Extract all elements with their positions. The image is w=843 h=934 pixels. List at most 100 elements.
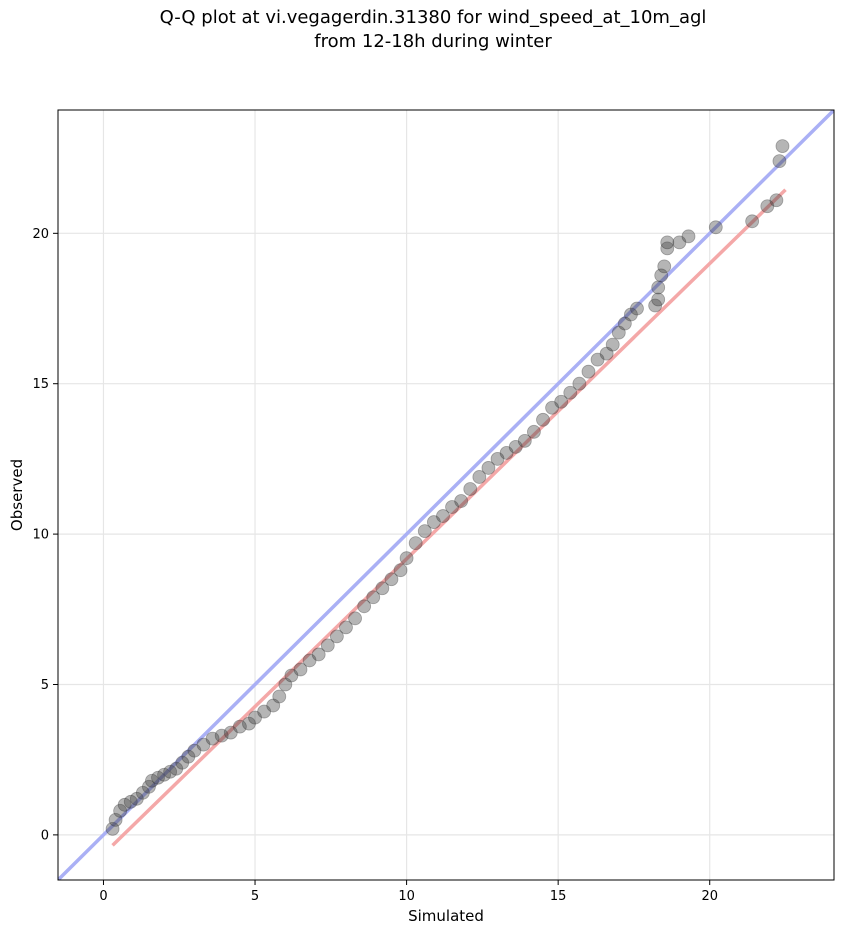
quantile-points bbox=[105, 139, 790, 836]
quantile-point bbox=[605, 337, 620, 352]
quantile-point bbox=[657, 259, 672, 274]
quantile-point bbox=[196, 737, 211, 752]
quantile-point bbox=[278, 677, 293, 692]
quantile-point bbox=[384, 572, 399, 587]
x-tick-label: 0 bbox=[99, 889, 107, 904]
quantile-point bbox=[660, 235, 675, 250]
quantile-point bbox=[654, 268, 669, 283]
quantile-point bbox=[232, 719, 247, 734]
y-axis-label: Observed bbox=[8, 459, 26, 531]
quantile-point bbox=[772, 154, 787, 169]
quantile-point bbox=[499, 445, 514, 460]
quantile-point bbox=[311, 647, 326, 662]
grid-lines bbox=[58, 110, 834, 880]
quantile-point bbox=[399, 551, 414, 566]
chart-title-line-1: Q-Q plot at vi.vegagerdin.31380 for wind… bbox=[159, 7, 707, 28]
y-axis-ticks: 0 5 10 15 20 bbox=[32, 227, 58, 843]
quantile-point bbox=[672, 235, 687, 250]
quantile-point bbox=[648, 298, 663, 313]
x-axis-label: Simulated bbox=[408, 907, 484, 925]
quantile-point bbox=[329, 629, 344, 644]
quantile-point bbox=[205, 731, 220, 746]
quantile-point bbox=[142, 779, 156, 794]
quantile-point bbox=[760, 199, 775, 214]
quantile-point bbox=[375, 581, 390, 596]
quantile-point bbox=[163, 764, 178, 779]
quantile-point bbox=[624, 307, 638, 322]
quantile-point bbox=[630, 301, 644, 316]
quantile-point bbox=[426, 515, 441, 529]
quantile-point bbox=[436, 509, 450, 523]
quantile-point bbox=[745, 214, 760, 229]
quantile-point bbox=[611, 325, 626, 340]
quantile-point bbox=[445, 500, 459, 514]
quantile-point bbox=[454, 494, 469, 508]
y-tick-label: 10 bbox=[32, 528, 49, 543]
quantile-point bbox=[272, 689, 287, 704]
quantile-point bbox=[302, 653, 317, 668]
quantile-point bbox=[181, 749, 196, 764]
quantile-point bbox=[651, 280, 666, 295]
quantile-point bbox=[293, 662, 308, 677]
quantile-point bbox=[527, 424, 541, 439]
quantile-point bbox=[536, 412, 550, 427]
quantile-point bbox=[617, 316, 632, 331]
reference-lines bbox=[58, 110, 834, 880]
quantile-point bbox=[223, 725, 238, 740]
quantile-point bbox=[157, 767, 171, 782]
quantile-point bbox=[472, 470, 487, 484]
quantile-point bbox=[708, 220, 723, 235]
quantile-point bbox=[775, 139, 790, 153]
quantile-point bbox=[214, 728, 229, 743]
quantile-point bbox=[257, 704, 272, 719]
y-tick-label: 5 bbox=[41, 678, 49, 693]
x-tick-label: 20 bbox=[701, 889, 718, 904]
quantile-point bbox=[651, 292, 666, 307]
quantile-point bbox=[113, 803, 128, 818]
quantile-point bbox=[151, 770, 165, 785]
quantile-point bbox=[545, 400, 559, 415]
x-tick-label: 5 bbox=[251, 889, 259, 904]
quantile-point bbox=[769, 193, 784, 208]
quantile-point bbox=[581, 364, 596, 379]
quantile-point bbox=[681, 229, 696, 244]
quantile-point bbox=[366, 590, 381, 605]
plot-frame bbox=[57, 109, 835, 881]
quantile-point bbox=[117, 797, 132, 812]
quantile-point bbox=[108, 812, 123, 827]
quantile-point bbox=[463, 482, 478, 496]
quantile-point bbox=[105, 821, 120, 836]
identity-line bbox=[58, 110, 834, 880]
quantile-point bbox=[408, 536, 423, 551]
fit-line bbox=[111, 188, 787, 847]
x-tick-label: 10 bbox=[398, 889, 415, 904]
quantile-point bbox=[187, 743, 202, 758]
quantile-point bbox=[145, 773, 159, 788]
y-tick-label: 15 bbox=[32, 377, 49, 392]
quantile-point bbox=[357, 599, 372, 614]
quantile-point bbox=[517, 433, 532, 448]
quantile-point bbox=[320, 638, 335, 653]
quantile-point bbox=[508, 439, 523, 454]
chart-title-line-2: from 12-18h during winter bbox=[314, 31, 552, 52]
quantile-point bbox=[393, 563, 408, 578]
quantile-point bbox=[590, 352, 605, 367]
quantile-point bbox=[248, 710, 262, 725]
quantile-point bbox=[660, 241, 675, 256]
quantile-point bbox=[175, 755, 190, 770]
quantile-point bbox=[339, 620, 353, 635]
y-tick-label: 0 bbox=[41, 828, 49, 843]
quantile-point bbox=[123, 794, 138, 809]
quantile-point bbox=[266, 698, 281, 713]
quantile-point bbox=[599, 346, 614, 361]
quantile-point bbox=[572, 376, 587, 391]
quantile-point bbox=[554, 394, 569, 409]
quantile-point bbox=[417, 524, 432, 538]
y-tick-label: 20 bbox=[32, 227, 49, 242]
x-axis-ticks: 0 5 10 15 20 bbox=[99, 880, 718, 904]
quantile-point bbox=[481, 461, 496, 475]
quantile-point bbox=[563, 385, 578, 400]
x-tick-label: 15 bbox=[550, 889, 567, 904]
quantile-point bbox=[490, 452, 505, 466]
